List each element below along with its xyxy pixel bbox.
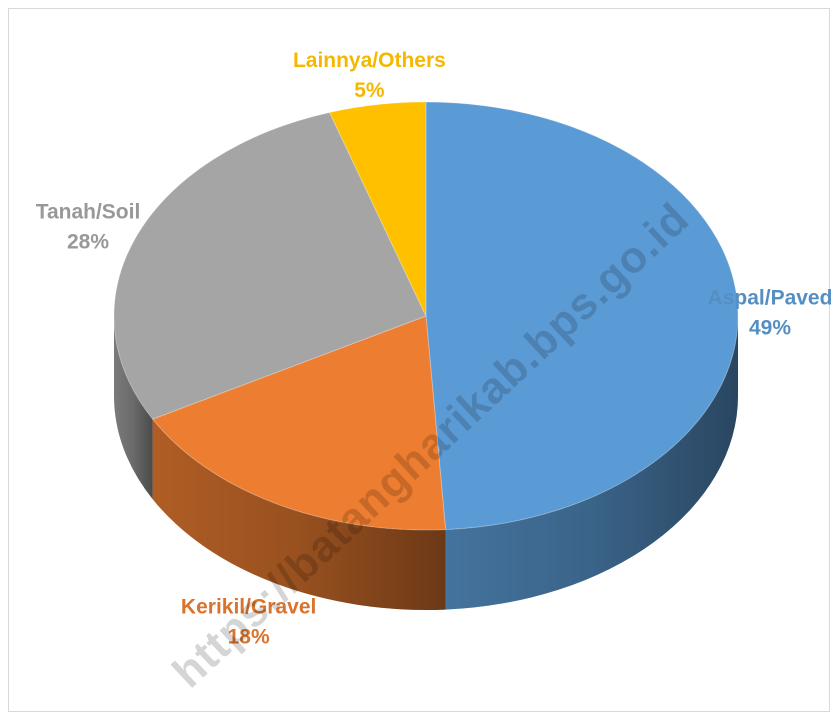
slice-label-kerikil-gravel: Kerikil/Gravel — [181, 595, 316, 618]
slice-percent-kerikil-gravel: 18% — [228, 625, 270, 648]
pie-side-shade-tanah-soil — [114, 316, 153, 500]
pie-side-shade-aspal-paved — [445, 316, 738, 610]
pie-side-shade-kerikil-gravel — [152, 419, 446, 610]
slice-label-lainnya-others: Lainnya/Others — [293, 49, 446, 72]
pie-slice-kerikil-gravel — [151, 315, 447, 531]
slice-label-aspal-paved: Aspal/Paved — [708, 286, 833, 309]
slice-labels: Aspal/Paved 49% Kerikil/Gravel 18% Tanah/Soi… — [36, 49, 833, 648]
slice-label-tanah-soil: Tanah/Soil — [36, 200, 141, 223]
pie-tops — [113, 101, 739, 531]
slice-percent-tanah-soil: 28% — [67, 230, 109, 253]
pie-slice-lainnya-others — [328, 101, 427, 317]
slice-percent-lainnya-others: 5% — [354, 79, 385, 102]
slice-percent-aspal-paved: 49% — [749, 316, 791, 339]
pie-slice-aspal-paved — [425, 101, 739, 531]
pie-sides — [114, 316, 738, 610]
pie-slice-tanah-soil — [113, 111, 427, 420]
